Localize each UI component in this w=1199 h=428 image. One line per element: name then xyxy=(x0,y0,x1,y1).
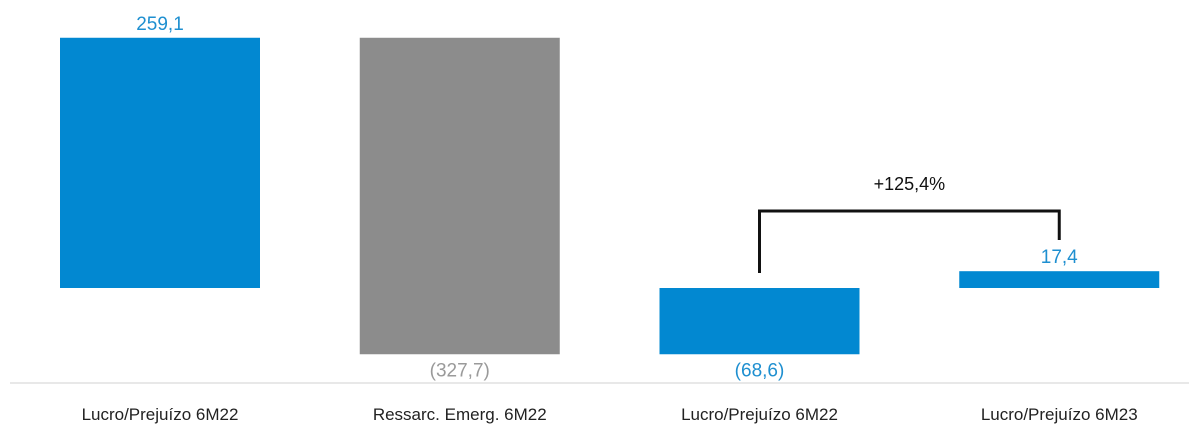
bar-3 xyxy=(659,288,860,355)
data-label-4: 17,4 xyxy=(1041,247,1078,268)
data-label-3: (68,6) xyxy=(735,360,785,381)
bars-group xyxy=(60,37,1160,355)
growth-bracket: +125,4% xyxy=(758,174,1061,273)
growth-bracket-line xyxy=(758,209,1061,273)
category-label-4: Lucro/Prejuízo 6M23 xyxy=(981,405,1138,424)
bar-4 xyxy=(959,271,1160,288)
category-label-2: Ressarc. Emerg. 6M22 xyxy=(373,405,547,424)
growth-annotation: +125,4% xyxy=(874,174,946,194)
labels-group: 259,1 Lucro/Prejuízo 6M22 (327,7) Ressarc. … xyxy=(82,14,1138,424)
category-label-3: Lucro/Prejuízo 6M22 xyxy=(681,405,838,424)
data-label-1: 259,1 xyxy=(136,14,184,35)
data-label-2: (327,7) xyxy=(430,360,490,381)
category-label-1: Lucro/Prejuízo 6M22 xyxy=(82,405,239,424)
bar-1 xyxy=(60,37,260,289)
bar-2 xyxy=(359,37,560,355)
